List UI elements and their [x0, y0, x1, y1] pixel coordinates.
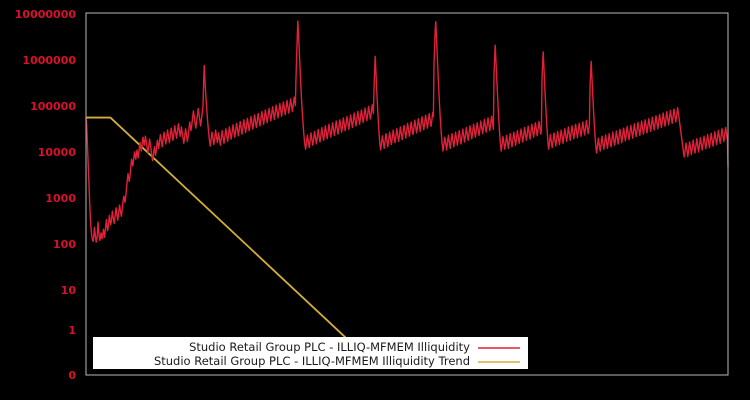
y-tick-1000: 1000: [45, 192, 76, 205]
y-tick-10000000: 10000000: [15, 8, 77, 21]
y-tick-1000000: 1000000: [22, 54, 76, 67]
y-tick-10: 10: [61, 284, 77, 297]
y-tick-0: 0: [68, 369, 76, 382]
legend-background: [93, 337, 528, 369]
legend-label-0: Studio Retail Group PLC - ILLIQ-MFMEM Il…: [189, 340, 470, 354]
legend-label-1: Studio Retail Group PLC - ILLIQ-MFMEM Il…: [154, 354, 470, 368]
y-tick-100000: 100000: [30, 100, 76, 113]
chart-legend[interactable]: Studio Retail Group PLC - ILLIQ-MFMEM Il…: [93, 337, 528, 369]
y-tick-10000: 10000: [38, 146, 77, 159]
plot-frame: [85, 12, 729, 376]
illiquidity-line-series: [85, 20, 729, 243]
y-tick-100: 100: [53, 238, 76, 251]
trend-line-series: [86, 116, 357, 348]
y-tick-1: 1: [68, 324, 76, 337]
plot-background: [86, 13, 728, 375]
data-series-group: [85, 20, 729, 348]
